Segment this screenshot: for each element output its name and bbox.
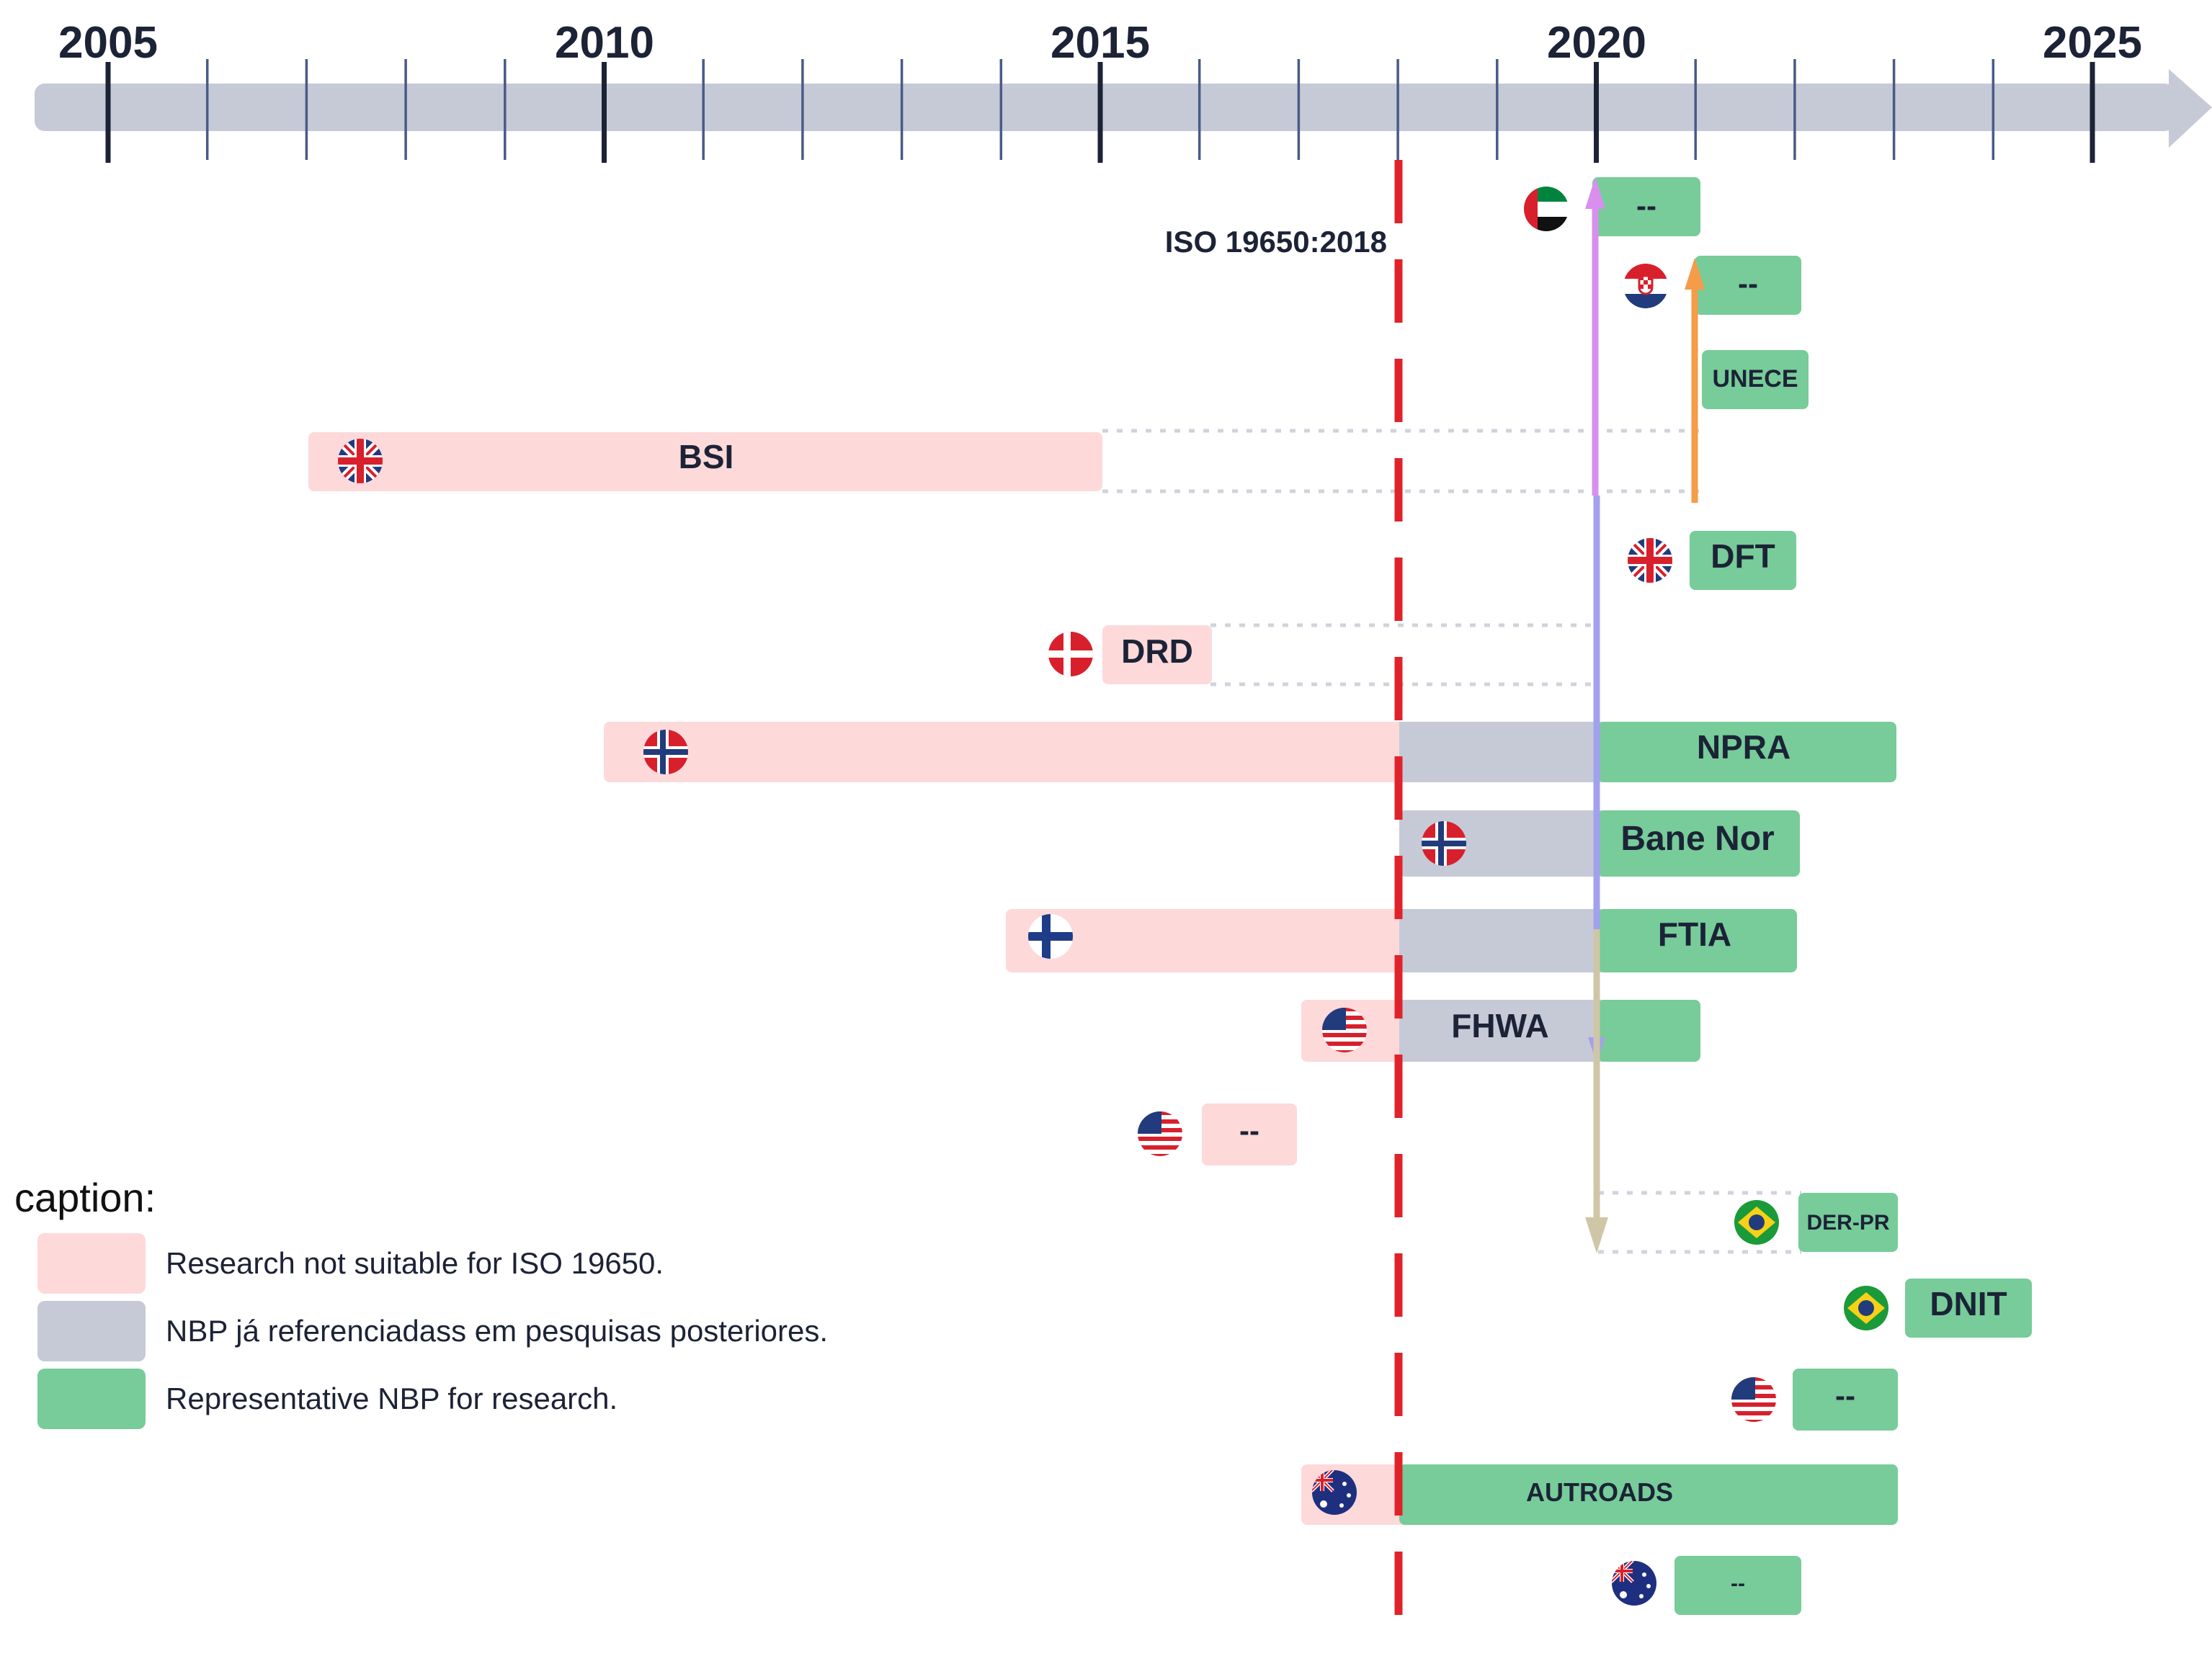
label-npra: NPRA [1697, 728, 1790, 766]
legend-title: caption: [14, 1175, 156, 1220]
label-dft: DFT [1711, 537, 1775, 575]
timeline-axis: 2005 2010 2015 2020 2025 [35, 18, 2212, 163]
bar-ftia-pink [1006, 909, 1409, 972]
uk-flag-icon [338, 439, 383, 483]
legend-swatch-gray [37, 1301, 146, 1361]
bar-bsi-pink [308, 432, 1102, 491]
bar-dft-green [1690, 531, 1796, 590]
usa-flag-icon [1138, 1111, 1182, 1156]
bar-fhwa-green [1598, 1000, 1700, 1062]
legend-label: Representative NBP for research. [166, 1382, 618, 1415]
label-drd: DRD [1121, 632, 1193, 670]
iso-19650-label: ISO 19650:2018 [1165, 225, 1387, 259]
label-usa-2022: -- [1835, 1379, 1855, 1413]
legend-label: Research not suitable for ISO 19650. [166, 1246, 664, 1280]
label-bane-nor: Bane Nor [1620, 820, 1774, 858]
year-label-2010: 2010 [555, 18, 654, 68]
bar-usa2016-pink [1202, 1104, 1297, 1165]
orange-arrow-head [1685, 258, 1705, 290]
legend-label: NBP já referenciadass em pesquisas poste… [166, 1314, 829, 1348]
legend-item-green: Representative NBP for research. [37, 1369, 617, 1429]
legend-swatch-pink [37, 1233, 146, 1294]
label-bsi: BSI [679, 438, 734, 475]
uae-flag-icon [1524, 187, 1569, 231]
label-uae: -- [1636, 189, 1656, 223]
label-der-pr: DER-PR [1806, 1211, 1889, 1235]
label-croatia: -- [1738, 267, 1758, 300]
label-usa-2016: -- [1239, 1114, 1259, 1147]
axis-ticks [105, 59, 2095, 163]
violet-arrow-head [1585, 177, 1605, 209]
beige-arrow-head [1585, 1217, 1608, 1253]
label-fhwa: FHWA [1451, 1007, 1548, 1044]
label-australia-2021: -- [1731, 1572, 1745, 1595]
country-flags [338, 187, 1888, 1606]
bar-npra-green [1598, 722, 1896, 782]
legend-swatch-green [37, 1369, 146, 1429]
label-unece: UNECE [1712, 365, 1798, 393]
bar-npra-pink [604, 722, 1411, 782]
bar-croatia-green [1695, 256, 1801, 315]
axis-arrow-head [2169, 69, 2212, 148]
year-label-2015: 2015 [1051, 18, 1150, 68]
uk-flag-icon [1628, 538, 1672, 583]
bar-fhwa-gray [1399, 1000, 1608, 1062]
label-autroads: AUTROADS [1526, 1477, 1673, 1507]
bar-labels: -- -- UNECE BSI DFT DRD NPRA Bane Nor FT… [679, 189, 2007, 1595]
reference-arrows [1585, 177, 1705, 1253]
bar-autroads-green [1399, 1464, 1898, 1525]
bar-banenor-green [1598, 810, 1800, 877]
year-label-2020: 2020 [1547, 18, 1646, 68]
bar-drd-pink [1102, 625, 1212, 684]
bar-australia2021-green [1674, 1556, 1801, 1615]
bar-unece-green [1702, 350, 1809, 409]
denmark-flag-icon [1048, 632, 1093, 676]
legend-item-gray: NBP já referenciadass em pesquisas poste… [37, 1301, 828, 1361]
croatia-flag-icon [1623, 264, 1668, 308]
label-dnit: DNIT [1930, 1285, 2007, 1322]
usa-flag-icon [1322, 1008, 1367, 1052]
australia-flag-icon [1612, 1561, 1656, 1606]
bar-ftia-gray [1399, 909, 1608, 972]
brazil-flag-icon [1734, 1200, 1779, 1245]
label-ftia: FTIA [1658, 916, 1731, 953]
bar-ftia-green [1598, 909, 1797, 972]
bar-usa2022-green [1793, 1369, 1898, 1431]
norway-flag-icon [1422, 821, 1466, 866]
axis-band [35, 84, 2175, 131]
legend-item-pink: Research not suitable for ISO 19650. [37, 1233, 664, 1294]
brazil-flag-icon [1844, 1286, 1888, 1330]
bar-uae-green [1592, 177, 1700, 236]
bar-derpr-green [1798, 1193, 1898, 1252]
bar-dnit-green [1905, 1279, 2032, 1338]
year-label-2025: 2025 [2043, 18, 2142, 68]
research-bars [308, 177, 2032, 1615]
finland-flag-icon [1028, 914, 1073, 959]
usa-flag-icon [1731, 1377, 1776, 1422]
bar-npra-gray [1399, 722, 1608, 782]
norway-flag-icon [643, 730, 688, 774]
year-label-2005: 2005 [58, 18, 158, 68]
dotted-connectors [1102, 429, 1801, 1254]
